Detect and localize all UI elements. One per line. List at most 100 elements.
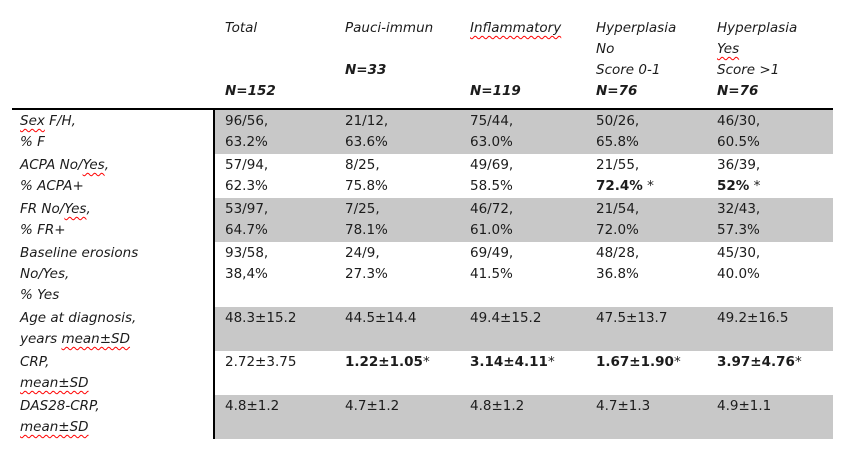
cell-line: mean±SD	[20, 417, 209, 438]
cell-line: Yes	[717, 39, 833, 60]
text-segment: Score >1	[717, 62, 780, 78]
row-label-das28-crp: DAS28-CRP, mean±SD	[12, 395, 215, 439]
text-segment: *	[642, 178, 654, 194]
cell-line: Inflammatory	[470, 18, 586, 39]
cell-baseline-erosions-hyperplasia-no: 48/28, 36.8%	[586, 242, 707, 307]
cell-line: 4.7±1.2	[345, 396, 456, 417]
cell-sex-pauci-immun: 21/12, 63.6%	[335, 110, 460, 154]
cell-line: 1.67±1.90*	[596, 352, 703, 373]
text-segment: 53/97,	[225, 201, 269, 217]
cell-line: 72.0%	[596, 220, 703, 241]
text-segment: Pauci-immun	[345, 20, 434, 36]
cell-crp-total: 2.72±3.75	[215, 351, 335, 395]
text-segment: No/Yes,	[20, 266, 70, 282]
cell-line: N=33	[345, 60, 460, 81]
cell-line: 36/39,	[717, 155, 829, 176]
cell-line: 45/30,	[717, 243, 829, 264]
cell-baseline-erosions-pauci-immun: 24/9, 27.3%	[335, 242, 460, 307]
text-segment: *	[547, 354, 555, 370]
cell-line: 53/97,	[225, 199, 331, 220]
cell-line	[345, 39, 460, 60]
cell-line: 47.5±13.7	[596, 308, 703, 329]
text-segment: 64.7%	[225, 222, 268, 238]
text-segment: 32/43,	[717, 201, 761, 217]
cell-line: % F	[20, 132, 209, 153]
cell-line: % Yes	[20, 285, 209, 306]
text-segment: N=76	[596, 83, 638, 99]
text-segment: *	[422, 354, 430, 370]
cell-line: 44.5±14.4	[345, 308, 456, 329]
row-label-baseline-erosions: Baseline erosions No/Yes, % Yes	[12, 242, 215, 307]
cell-line: 41.5%	[470, 264, 582, 285]
cell-line: 4.9±1.1	[717, 396, 829, 417]
text-segment: 72.0%	[596, 222, 639, 238]
text-segment: No	[596, 41, 615, 57]
cell-line: N=152	[225, 81, 335, 102]
cell-line: 46/30,	[717, 111, 829, 132]
cell-line: 72.4% *	[596, 176, 703, 197]
cell-line: 49.4±15.2	[470, 308, 582, 329]
cell-line: 63.6%	[345, 132, 456, 153]
cell-line: Sex F/H,	[20, 111, 209, 132]
cell-das28-crp-pauci-immun: 4.7±1.2	[335, 395, 460, 439]
cell-line: Hyperplasia	[717, 18, 833, 39]
cell-line: DAS28-CRP,	[20, 396, 209, 417]
header-cell-hyperplasia-yes: Hyperplasia Yes Score >1 N=76	[707, 18, 833, 102]
text-segment: Baseline erosions	[20, 245, 139, 261]
text-segment: ACPA No/	[20, 157, 83, 173]
text-segment: 1.22±1.05	[345, 354, 423, 370]
cell-line: 32/43,	[717, 199, 829, 220]
text-segment: *	[794, 354, 802, 370]
cell-line: 49/69,	[470, 155, 582, 176]
cell-line: 7/25,	[345, 199, 456, 220]
text-segment: 93/58,	[225, 245, 269, 261]
text-segment: 72.4%	[596, 178, 643, 194]
text-segment: 69/49,	[470, 245, 514, 261]
cell-line: N=76	[596, 81, 707, 102]
text-segment: N=119	[470, 83, 521, 99]
cell-line: N=76	[717, 81, 833, 102]
cell-line: 96/56,	[225, 111, 331, 132]
text-segment: 49.2±16.5	[717, 310, 789, 326]
cell-line: 4.7±1.3	[596, 396, 703, 417]
text-segment: 63.6%	[345, 134, 388, 150]
cell-line	[470, 39, 586, 60]
text-segment: % F	[20, 134, 45, 150]
text-segment: Hyperplasia	[717, 20, 798, 36]
cell-age-at-diagnosis-pauci-immun: 44.5±14.4	[335, 307, 460, 351]
spellcheck-flagged-text: Sex	[20, 113, 45, 129]
table-row-das28-crp: DAS28-CRP, mean±SD 4.8±1.2 4.7±1.2 4.8±1.2 4.…	[12, 395, 833, 439]
cell-line: Hyperplasia	[596, 18, 707, 39]
cell-line	[225, 39, 335, 60]
table-row-fr: FR No/Yes, % FR+ 53/97, 64.7% 7/25, 78.1% 46/7…	[12, 198, 833, 242]
cell-sex-inflammatory: 75/44, 63.0%	[460, 110, 586, 154]
cell-fr-total: 53/97, 64.7%	[215, 198, 335, 242]
cell-line: 38,4%	[225, 264, 331, 285]
cell-sex-hyperplasia-yes: 46/30, 60.5%	[707, 110, 833, 154]
text-segment: 47.5±13.7	[596, 310, 668, 326]
text-segment: 21/12,	[345, 113, 389, 129]
text-segment: 52%	[717, 178, 750, 194]
text-segment: 3.97±4.76	[717, 354, 795, 370]
text-segment: Age at diagnosis,	[20, 310, 137, 326]
header-cell-row-labels	[12, 18, 215, 102]
text-segment: 63.2%	[225, 134, 268, 150]
cell-line: 64.7%	[225, 220, 331, 241]
cell-line: 48/28,	[596, 243, 703, 264]
text-segment: N=33	[345, 62, 387, 78]
cell-das28-crp-inflammatory: 4.8±1.2	[460, 395, 586, 439]
cell-baseline-erosions-hyperplasia-yes: 45/30, 40.0%	[707, 242, 833, 307]
cell-line: 3.97±4.76*	[717, 352, 829, 373]
cell-line: 57/94,	[225, 155, 331, 176]
text-segment: 27.3%	[345, 266, 388, 282]
cell-das28-crp-hyperplasia-yes: 4.9±1.1	[707, 395, 833, 439]
cell-line: % ACPA+	[20, 176, 209, 197]
cell-line: 65.8%	[596, 132, 703, 153]
cell-das28-crp-total: 4.8±1.2	[215, 395, 335, 439]
text-segment: 7/25,	[345, 201, 380, 217]
text-segment: *	[749, 178, 761, 194]
text-segment: % FR+	[20, 222, 66, 238]
text-segment: 46/72,	[470, 201, 514, 217]
text-segment: 21/55,	[596, 157, 640, 173]
